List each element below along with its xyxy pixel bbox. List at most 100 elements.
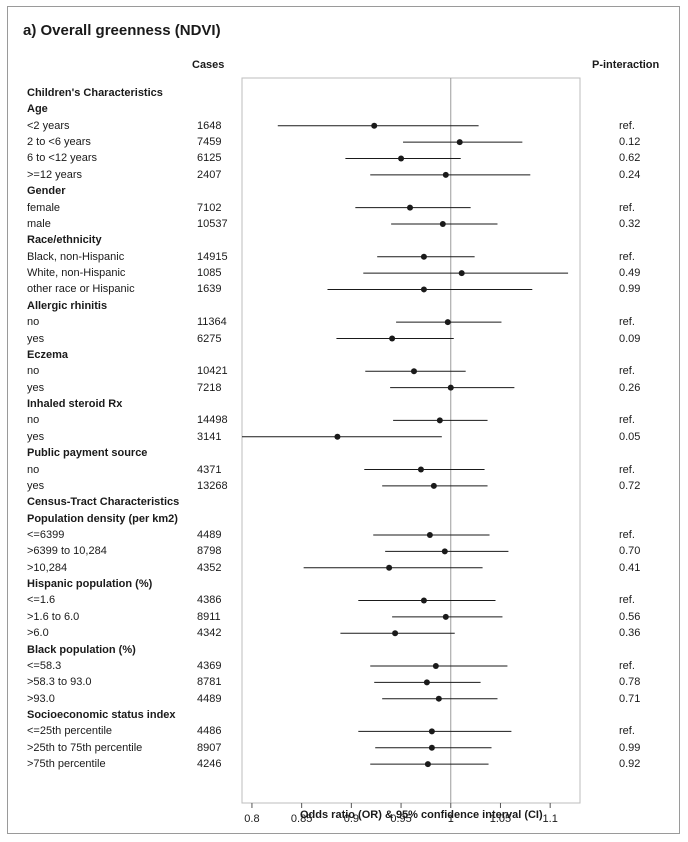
row-label: yes xyxy=(27,479,45,492)
variable-heading: Socioeconomic status index xyxy=(27,709,176,722)
variable-heading: Hispanic population (%) xyxy=(27,578,153,591)
x-tick-label: 1.1 xyxy=(543,813,558,825)
figure-frame xyxy=(7,6,680,834)
cases-value: 11364 xyxy=(197,316,227,329)
cases-value: 3141 xyxy=(197,430,222,443)
p-interaction-value: 0.56 xyxy=(619,610,641,623)
x-tick-label: 1.05 xyxy=(490,813,511,825)
row-label: >6399 to 10,284 xyxy=(27,545,107,558)
chart-title: a) Overall greenness (NDVI) xyxy=(23,22,221,39)
variable-heading: Allergic rhinitis xyxy=(27,299,108,312)
row-label: yes xyxy=(27,332,45,345)
cases-value: 10421 xyxy=(197,365,228,378)
point-estimate xyxy=(439,220,446,227)
cases-value: 14915 xyxy=(197,250,228,263)
row-label: >25th to 75th percentile xyxy=(27,741,143,754)
p-interaction-value: 0.09 xyxy=(619,332,641,345)
point-estimate xyxy=(334,433,341,440)
p-interaction-value: 0.72 xyxy=(619,479,641,492)
cases-value: 4352 xyxy=(197,561,222,574)
point-estimate xyxy=(371,122,378,129)
point-estimate xyxy=(458,270,465,277)
p-interaction-value: 0.78 xyxy=(619,676,641,689)
point-estimate xyxy=(430,482,437,489)
point-estimate xyxy=(398,155,405,162)
cases-value: 8911 xyxy=(197,610,221,623)
variable-heading: Inhaled steroid Rx xyxy=(27,398,123,411)
point-estimate xyxy=(420,597,427,604)
cases-value: 4342 xyxy=(197,627,222,640)
cases-value: 4371 xyxy=(197,463,222,476)
point-estimate xyxy=(444,319,451,326)
cases-value: 8907 xyxy=(197,741,222,754)
p-interaction-value: 0.32 xyxy=(619,217,641,230)
row-label: <2 years xyxy=(27,119,70,132)
x-tick-label: 0.9 xyxy=(344,813,359,825)
row-label: <=58.3 xyxy=(27,659,62,672)
variable-heading: Gender xyxy=(27,185,66,198)
cases-value: 8798 xyxy=(197,545,222,558)
p-interaction-value: 0.12 xyxy=(619,136,641,149)
row-label: >58.3 to 93.0 xyxy=(27,676,92,689)
point-estimate xyxy=(386,564,393,571)
cases-value: 10537 xyxy=(197,217,228,230)
cases-value: 6275 xyxy=(197,332,222,345)
row-label: >=12 years xyxy=(27,168,83,181)
p-interaction-value: ref. xyxy=(619,659,635,672)
p-interaction-value: 0.71 xyxy=(619,692,641,705)
p-interaction-value: ref. xyxy=(619,119,635,132)
row-label: 2 to <6 years xyxy=(27,136,91,149)
cases-value: 13268 xyxy=(197,479,228,492)
cases-column-header: Cases xyxy=(192,59,225,71)
p-interaction-value: 0.99 xyxy=(619,283,641,296)
p-interaction-value: 0.92 xyxy=(619,758,641,771)
p-interaction-value: 0.62 xyxy=(619,152,641,165)
point-estimate xyxy=(420,286,427,293)
p-interaction-value: ref. xyxy=(619,201,635,214)
cases-value: 14498 xyxy=(197,414,228,427)
cases-value: 4386 xyxy=(197,594,222,607)
cases-value: 7218 xyxy=(197,381,222,394)
row-label: female xyxy=(27,201,61,214)
p-interaction-column-header: P-interaction xyxy=(592,59,660,71)
p-interaction-value: ref. xyxy=(619,463,635,476)
cases-value: 7459 xyxy=(197,136,222,149)
point-estimate xyxy=(426,531,433,538)
row-label: >10,284 xyxy=(27,561,68,574)
p-interaction-value: 0.36 xyxy=(619,627,641,640)
x-axis-label: Odds ratio (OR) & 95% confidence interva… xyxy=(300,809,543,821)
point-estimate xyxy=(420,253,427,260)
cases-value: 6125 xyxy=(197,152,222,165)
point-estimate xyxy=(389,335,396,342)
p-interaction-value: ref. xyxy=(619,250,635,263)
p-interaction-value: 0.49 xyxy=(619,267,641,280)
section-heading: Children's Characteristics xyxy=(27,87,163,99)
p-interaction-value: 0.41 xyxy=(619,561,641,574)
p-interaction-value: ref. xyxy=(619,414,635,427)
row-label: no xyxy=(27,463,40,476)
row-label: White, non-Hispanic xyxy=(27,267,126,280)
row-label: yes xyxy=(27,381,45,394)
point-estimate xyxy=(441,548,448,555)
row-label: <=6399 xyxy=(27,528,65,541)
p-interaction-value: 0.24 xyxy=(619,168,641,181)
section-heading: Census-Tract Characteristics xyxy=(27,496,180,509)
cases-value: 1639 xyxy=(197,283,222,296)
p-interaction-value: 0.70 xyxy=(619,545,641,558)
row-label: other race or Hispanic xyxy=(27,283,135,296)
cases-value: 2407 xyxy=(197,168,222,181)
row-label: >6.0 xyxy=(27,627,49,640)
row-label: >75th percentile xyxy=(27,758,106,771)
row-label: >93.0 xyxy=(27,692,55,705)
p-interaction-value: 0.26 xyxy=(619,381,641,394)
variable-heading: Age xyxy=(27,103,48,116)
point-estimate xyxy=(442,171,449,178)
cases-value: 8781 xyxy=(197,676,222,689)
point-estimate xyxy=(392,630,399,637)
x-tick-label: 0.85 xyxy=(291,813,312,825)
row-label: <=25th percentile xyxy=(27,725,113,738)
variable-heading: Race/ethnicity xyxy=(27,234,102,247)
p-interaction-value: ref. xyxy=(619,594,635,607)
point-estimate xyxy=(435,695,442,702)
